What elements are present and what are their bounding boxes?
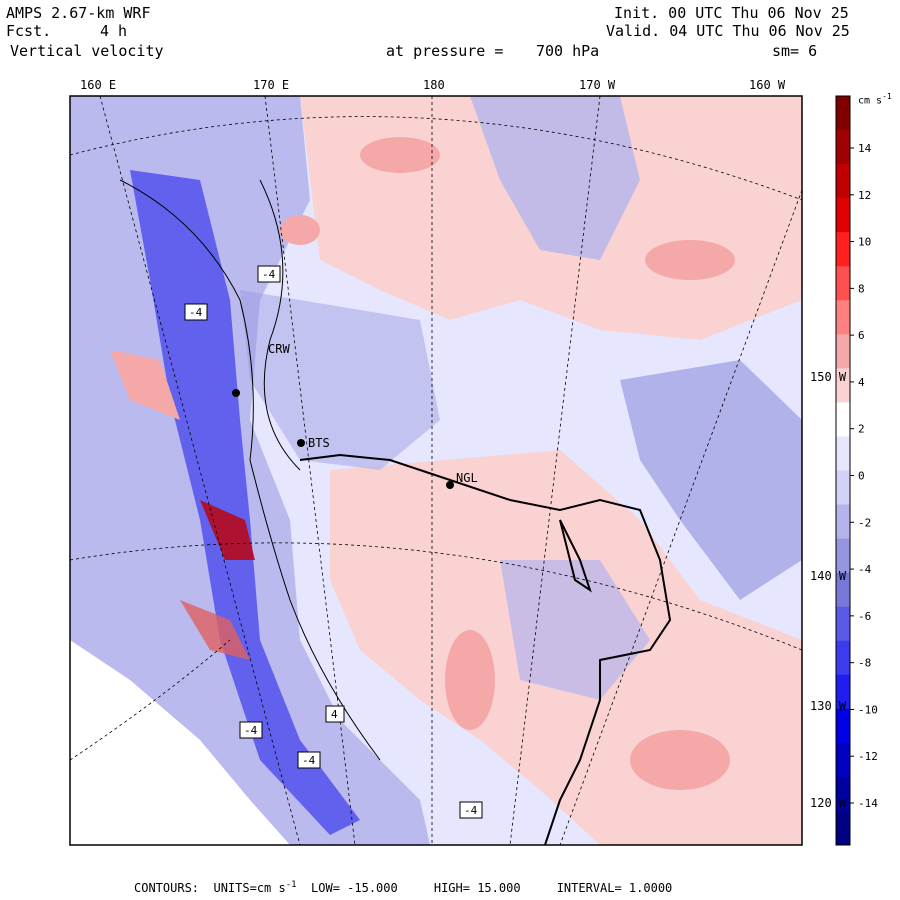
patch-positive [280, 215, 320, 245]
patch-positive [645, 240, 735, 280]
colorbar-swatch [836, 130, 850, 165]
station-label-ngl: NGL [456, 471, 478, 485]
colorbar-swatch [836, 96, 850, 131]
contour-label: -4 [464, 804, 478, 817]
colorbar-tick-label: -8 [858, 657, 871, 670]
lat-label-140w: 140 W [810, 569, 846, 583]
colorbar-swatch [836, 743, 850, 778]
colorbar-swatch [836, 607, 850, 642]
vertical-velocity-map: CRW BTS NGL -4 -4 -4 -4 4 -4 14 12 10 8 6 4 2 0… [0, 0, 900, 900]
station-marker [446, 481, 454, 489]
footer-contours: CONTOURS: [134, 881, 199, 895]
colorbar-tick-label: 12 [858, 189, 871, 202]
colorbar-swatch [836, 641, 850, 676]
colorbar-swatch [836, 334, 850, 369]
colorbar-swatch [836, 164, 850, 199]
contour-label: -4 [262, 268, 276, 281]
colorbar-swatch [836, 505, 850, 540]
colorbar-swatch [836, 402, 850, 437]
colorbar-tick-label: -6 [858, 610, 871, 623]
colorbar-swatch [836, 709, 850, 744]
colorbar-tick-label: -12 [858, 750, 878, 763]
footer-units: UNITS=cm s [213, 881, 285, 895]
station-marker [297, 439, 305, 447]
colorbar-tick-label: -2 [858, 516, 871, 529]
lat-label-120w: 120 W [810, 796, 846, 810]
colorbar-swatch [836, 436, 850, 471]
colorbar-units: cm s-1 [858, 92, 892, 106]
station-label-crw: CRW [268, 342, 290, 356]
colorbar-tick-label: -14 [858, 797, 878, 810]
contour-label: -4 [244, 724, 258, 737]
colorbar-tick-label: 4 [858, 376, 865, 389]
station-marker [232, 389, 240, 397]
colorbar-swatch [836, 232, 850, 267]
patch-positive [630, 730, 730, 790]
footer-low: LOW= -15.000 [311, 881, 398, 895]
contour-label: -4 [302, 754, 316, 767]
lat-label-150w: 150 W [810, 370, 846, 384]
lat-label-130w: 130 W [810, 699, 846, 713]
footer-interval: INTERVAL= 1.0000 [557, 881, 673, 895]
colorbar-swatch [836, 266, 850, 301]
colorbar-units-text: cm s [858, 95, 882, 106]
colorbar-swatch [836, 198, 850, 233]
colorbar-swatch [836, 300, 850, 335]
footer-units-exp: -1 [286, 880, 297, 890]
patch-positive [445, 630, 495, 730]
colorbar-tick-label: 0 [858, 470, 865, 483]
footer-high: HIGH= 15.000 [434, 881, 521, 895]
colorbar-tick-label: 8 [858, 282, 865, 295]
colorbar-swatch [836, 471, 850, 506]
contour-info-footer: CONTOURS: UNITS=cm s-1 LOW= -15.000 HIGH… [134, 880, 672, 895]
colorbar-tick-label: -10 [858, 703, 878, 716]
colorbar-units-exp: -1 [882, 92, 892, 101]
colorbar-tick-label: 14 [858, 142, 872, 155]
station-label-bts: BTS [308, 436, 330, 450]
colorbar-swatch [836, 811, 850, 846]
contour-label: 4 [331, 708, 338, 721]
patch-positive [360, 137, 440, 173]
colorbar-tick-label: 6 [858, 329, 865, 342]
colorbar-swatch [836, 539, 850, 574]
colorbar-tick-label: 2 [858, 423, 865, 436]
contour-label: -4 [189, 306, 203, 319]
colorbar: 14 12 10 8 6 4 2 0 -2 -4 -6 -8 -10 -12 -14 [836, 96, 878, 846]
colorbar-tick-label: -4 [858, 563, 872, 576]
colorbar-tick-label: 10 [858, 236, 871, 249]
